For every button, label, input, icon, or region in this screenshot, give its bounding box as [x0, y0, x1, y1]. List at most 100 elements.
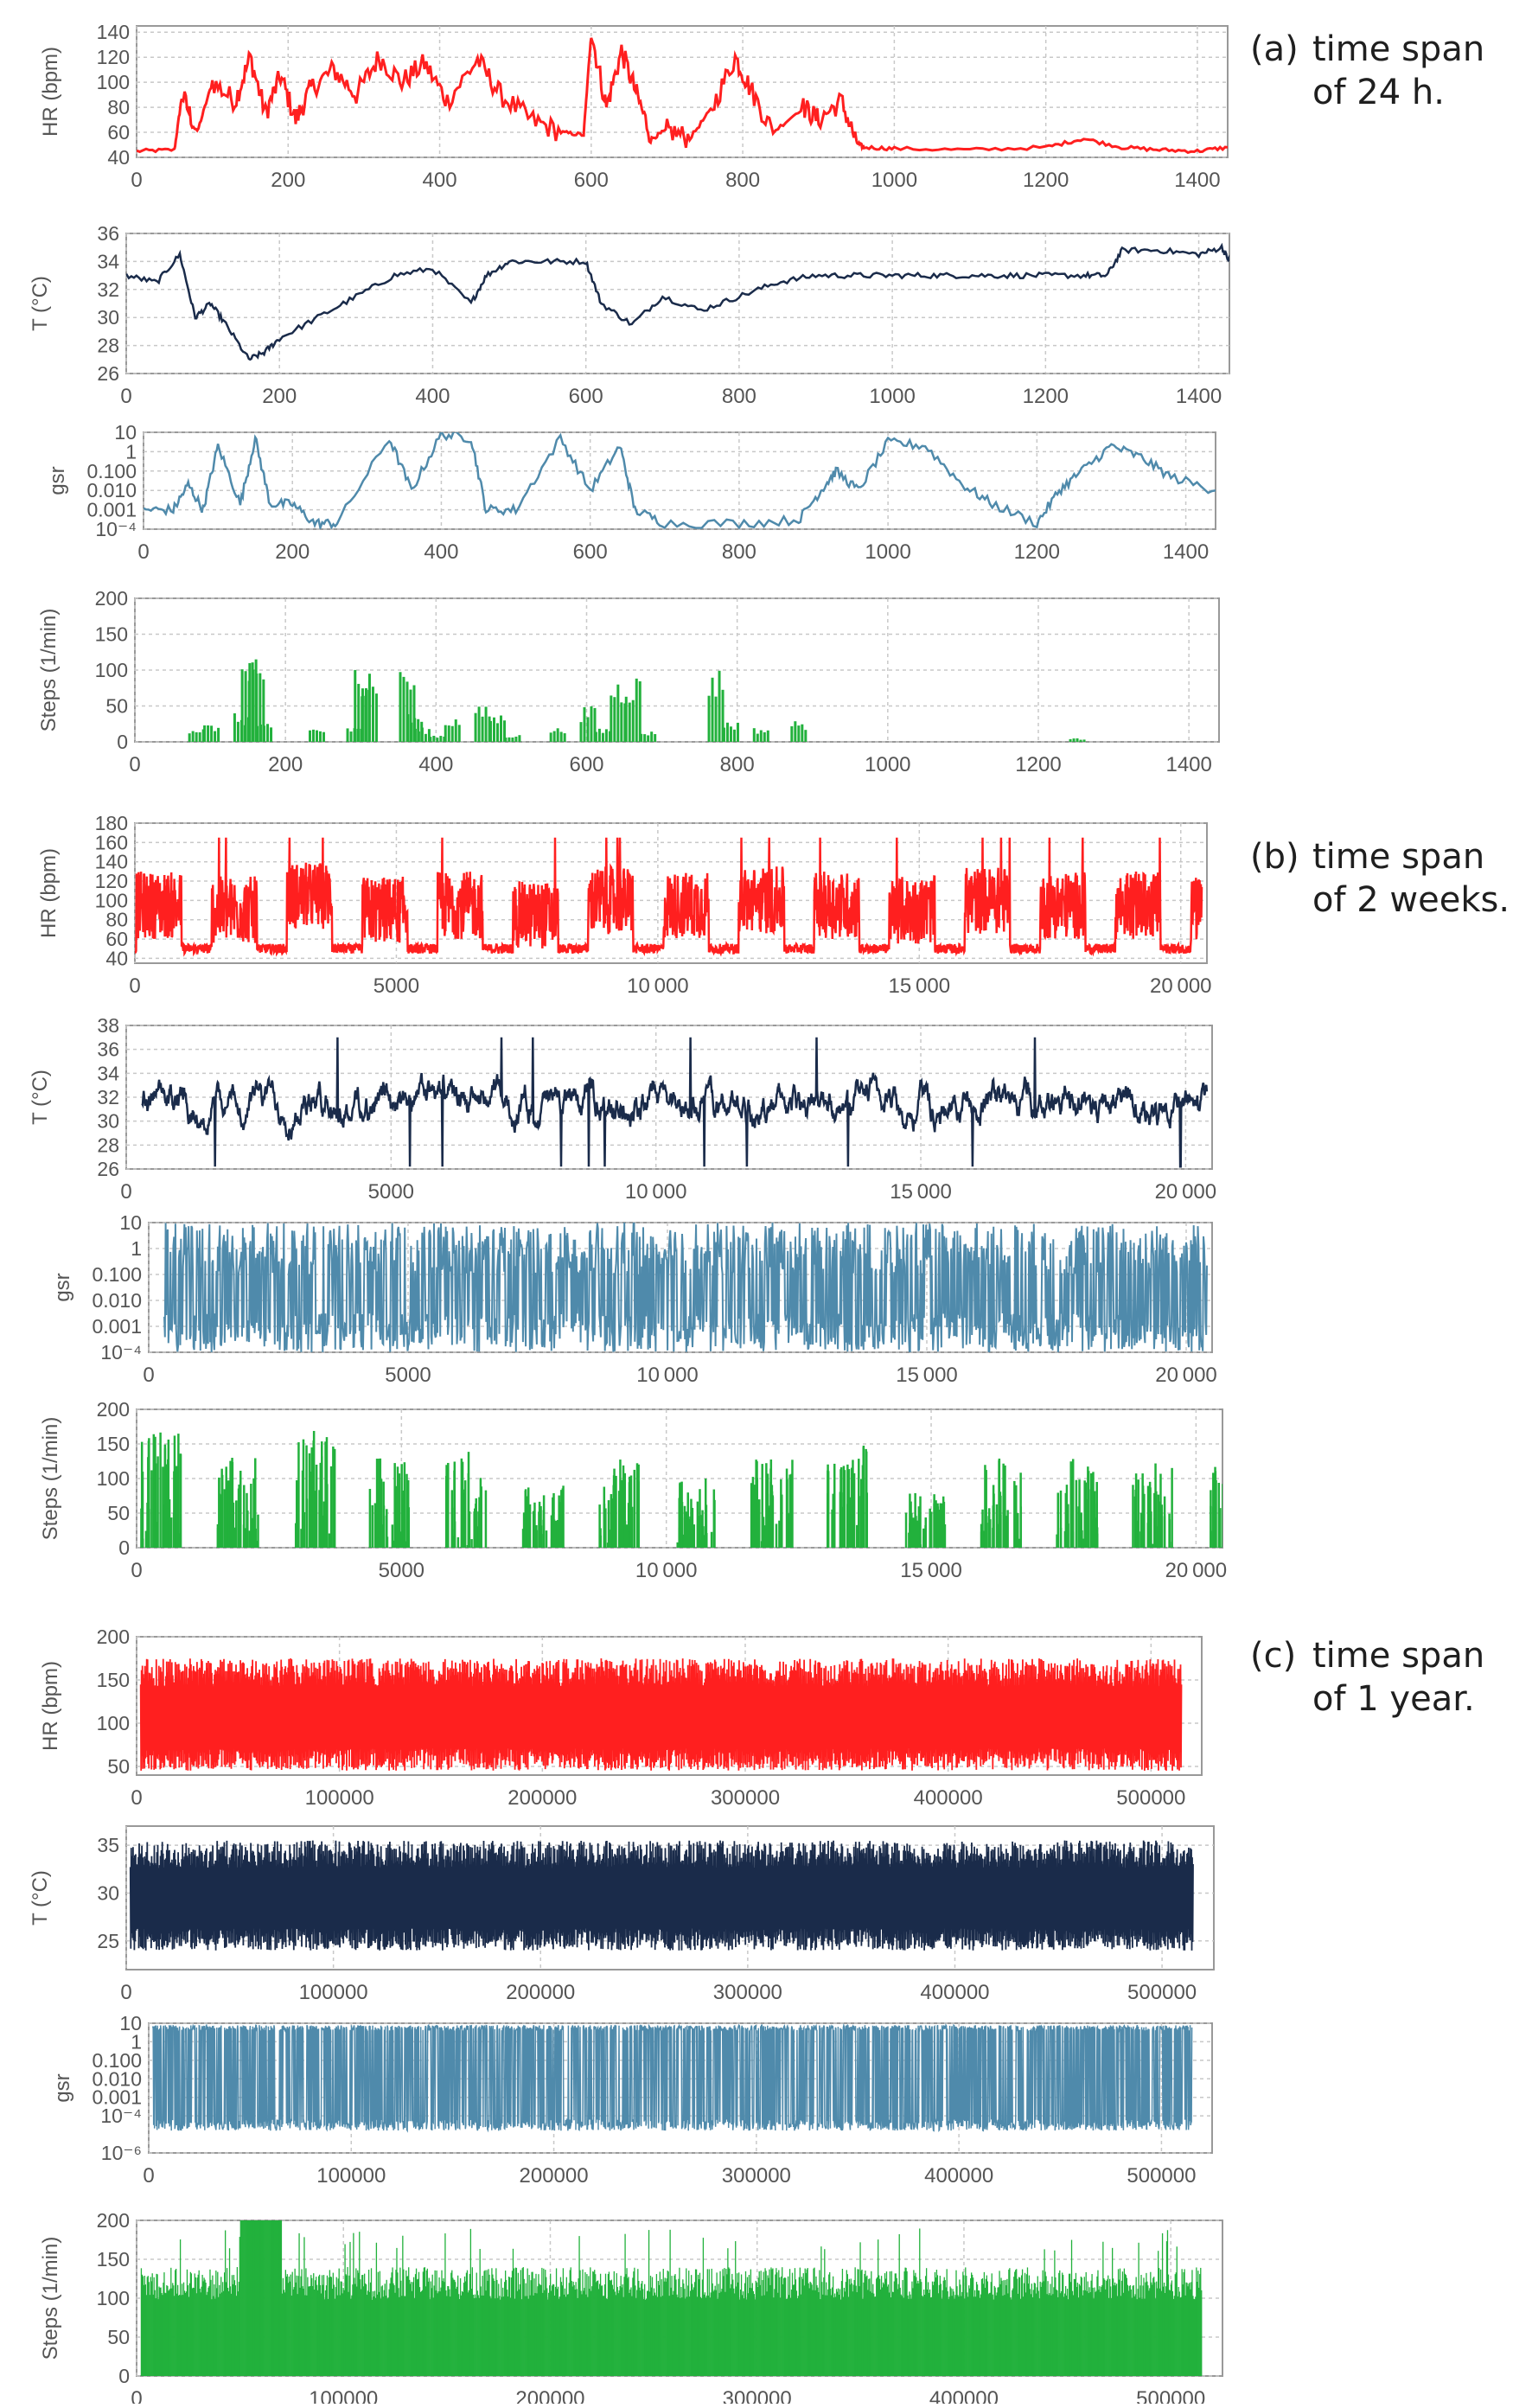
x-tick-label: 0: [131, 1786, 142, 1810]
y-tick-label: 150: [97, 1669, 130, 1691]
x-tick-label: 0: [137, 540, 149, 564]
y-tick-label: 50: [105, 695, 128, 718]
step-bar: [177, 1434, 180, 1548]
step-bar: [1069, 739, 1072, 742]
y-tick-label: 34: [97, 1062, 119, 1084]
step-bar: [1234, 1501, 1236, 1548]
y-tick-label: 30: [97, 1881, 119, 1904]
step-bar: [477, 1511, 480, 1548]
x-tick-label: 500000: [1127, 2164, 1196, 2188]
step-bar: [350, 731, 353, 742]
step-bar: [933, 1504, 935, 1548]
caption-c-line2: of 1 year.: [1250, 1677, 1484, 1721]
x-tick-label: 20 000: [1150, 974, 1212, 998]
step-bar: [686, 1492, 689, 1548]
y-tick-label: 100: [95, 659, 128, 681]
step-bar: [608, 1530, 610, 1548]
step-bar: [485, 706, 488, 742]
step-bar: [988, 1508, 991, 1548]
step-bar: [195, 732, 198, 742]
step-bar: [865, 1452, 868, 1548]
step-bar: [407, 1480, 410, 1548]
step-bar: [1231, 1472, 1234, 1548]
step-bar: [527, 1502, 529, 1548]
step-bar: [630, 1475, 633, 1548]
step-bar: [150, 1470, 153, 1548]
y-tick-label: 100: [97, 1712, 130, 1734]
x-tick-label: 5000: [368, 1180, 414, 1204]
step-bar: [922, 1529, 925, 1548]
y-tick-label: 100: [97, 2287, 130, 2309]
step-bar: [981, 1510, 984, 1548]
step-bar: [1083, 1480, 1086, 1548]
x-tick-label: 1000: [865, 753, 910, 776]
step-bar: [654, 734, 656, 742]
step-bar: [224, 1489, 227, 1548]
step-bar: [458, 725, 461, 742]
step-bar: [451, 726, 454, 742]
step-bar: [602, 733, 604, 742]
y-tick-label: 0.100: [92, 1263, 142, 1286]
step-bar: [238, 1485, 240, 1548]
step-bar: [851, 1468, 853, 1548]
step-bar: [243, 1524, 246, 1548]
x-tick-label: 5000: [385, 1364, 431, 1387]
step-bar: [306, 1498, 309, 1548]
step-bar: [610, 695, 612, 742]
caption-c: (c)time span of 1 year.: [1250, 1634, 1484, 1721]
step-bar: [354, 670, 356, 742]
step-bar: [763, 732, 766, 742]
step-bar: [365, 688, 367, 742]
step-bar: [1228, 1517, 1230, 1548]
step-bar: [309, 731, 311, 742]
step-bar: [637, 1481, 640, 1548]
y-tick-label: 160: [95, 831, 128, 853]
y-tick-label: 1: [131, 1237, 142, 1260]
step-bar: [543, 1495, 546, 1548]
y-tick-label: 200: [97, 1398, 130, 1421]
x-tick-label: 400000: [929, 2387, 999, 2404]
step-bar: [723, 728, 725, 742]
y-tick-label: 120: [95, 870, 128, 892]
step-bar: [1232, 1480, 1235, 1548]
step-bar: [322, 732, 325, 742]
step-bar: [930, 1511, 933, 1548]
x-tick-label: 10 000: [635, 1559, 698, 1582]
x-tick-label: 600: [573, 540, 608, 564]
x-tick-label: 300000: [722, 2164, 791, 2188]
step-bar: [632, 700, 635, 742]
x-tick-label: 100000: [305, 1786, 374, 1810]
step-bar: [296, 1480, 298, 1548]
step-bar: [844, 1470, 846, 1548]
x-tick-label: 400: [424, 540, 458, 564]
step-bar: [1226, 1469, 1229, 1548]
step-bar: [1242, 1492, 1244, 1548]
y-tick-label: 200: [97, 2209, 130, 2232]
step-bar: [1083, 739, 1086, 742]
step-bar: [319, 731, 322, 742]
y-tick-label: 10: [119, 1211, 142, 1234]
y-tick-label: 50: [107, 1502, 130, 1524]
x-tick-label: 400: [415, 385, 450, 408]
step-bar: [1067, 1523, 1069, 1548]
step-bar: [587, 717, 590, 742]
step-bar: [538, 1511, 540, 1548]
step-bar: [246, 1493, 248, 1548]
step-bar: [448, 725, 450, 742]
x-tick-label: 400: [418, 753, 453, 776]
step-bar: [715, 697, 718, 742]
step-bar: [1156, 1526, 1159, 1548]
step-bar: [451, 1508, 454, 1548]
step-bar: [165, 1465, 168, 1548]
step-bar: [552, 1498, 554, 1548]
step-bar: [217, 728, 220, 742]
step-bar: [159, 1433, 162, 1548]
step-bar: [188, 733, 191, 742]
y-tick-label: 38: [97, 1014, 119, 1037]
step-bar: [403, 677, 405, 742]
step-bar: [496, 723, 499, 742]
